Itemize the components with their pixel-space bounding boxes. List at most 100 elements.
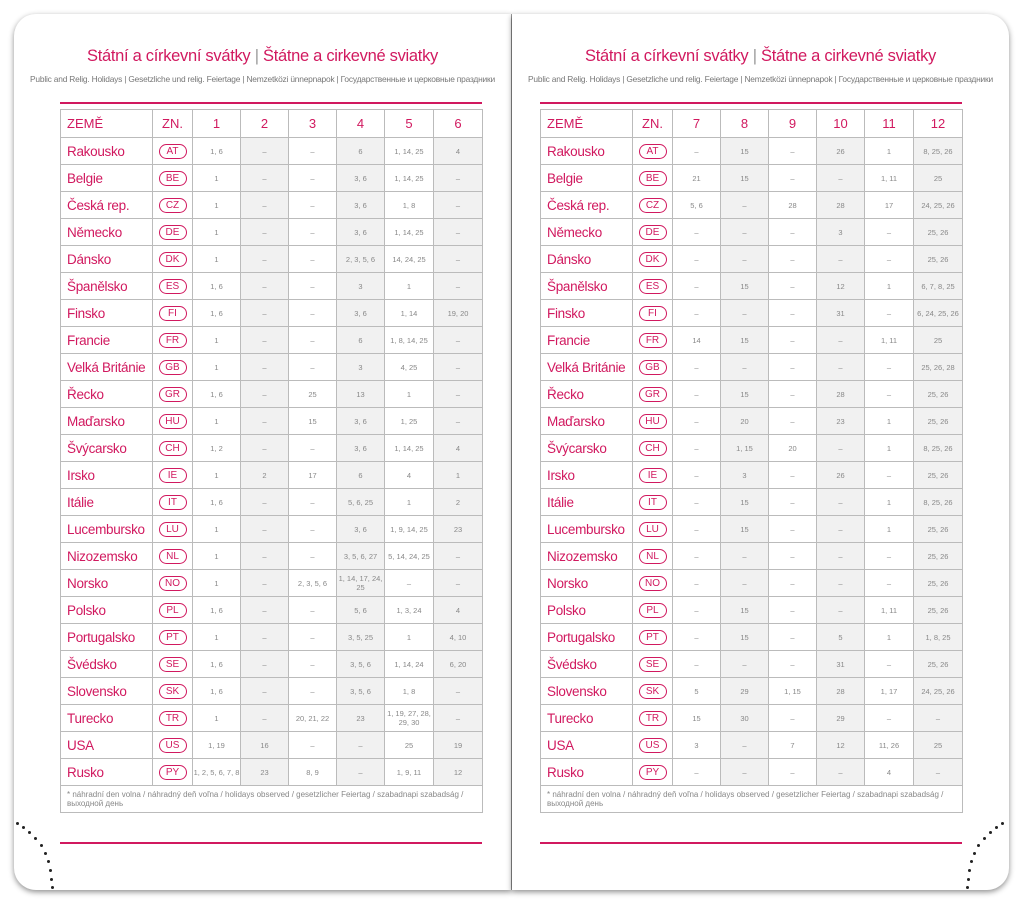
footnote-row: * náhradní den volna / náhradný deň voľn… [60, 785, 483, 813]
country-code-cell: FI [632, 299, 673, 327]
country-name: Rakousko [60, 137, 153, 165]
holiday-days-cell: 25, 26 [913, 515, 963, 543]
country-code-badge: FR [158, 332, 187, 348]
country-name: Francie [60, 326, 153, 354]
holiday-days-cell: – [672, 218, 721, 246]
country-code-badge: DE [158, 224, 187, 240]
holiday-days-cell: 1, 6 [192, 650, 241, 678]
holiday-days-cell: – [288, 218, 337, 246]
holiday-days-cell: – [768, 326, 817, 354]
country-code-badge: DE [638, 224, 667, 240]
country-name: Rusko [60, 758, 153, 786]
holiday-days-cell: 6, 7, 8, 25 [913, 272, 963, 300]
holiday-days-cell: – [672, 299, 721, 327]
header-month: 5 [384, 109, 434, 138]
country-code-cell: PL [632, 596, 673, 624]
holiday-days-cell: 3, 6 [336, 191, 385, 219]
country-name: Polsko [540, 596, 633, 624]
holiday-days-cell: – [288, 542, 337, 570]
header-country: ZEMĚ [540, 109, 633, 138]
holiday-days-cell: – [720, 191, 769, 219]
country-code-cell: SE [632, 650, 673, 678]
country-code-badge: FI [638, 305, 667, 321]
footer-divider [540, 842, 962, 844]
holiday-days-cell: – [288, 596, 337, 624]
holiday-days-cell: 4 [864, 758, 914, 786]
table-row: Lucembursko LU –15– –1 25, 26 [540, 515, 963, 543]
holiday-days-cell: 17 [864, 191, 914, 219]
table-row: Maďarsko HU –20–23 1 25, 26 [540, 407, 963, 435]
holiday-days-cell: – [288, 245, 337, 273]
holiday-days-cell: – [768, 164, 817, 192]
holiday-days-cell: 1, 14, 25 [384, 137, 434, 165]
dot [973, 852, 976, 855]
table-row: Slovensko SK 1, 6– –3, 5, 6 1, 8– [60, 677, 483, 705]
table-row: Švýcarsko CH –1, 15 20–1 8, 25, 26 [540, 434, 963, 462]
holiday-days-cell: – [240, 677, 289, 705]
holiday-days-cell: – [433, 218, 483, 246]
header-divider [60, 102, 482, 104]
table-row: Finsko FI – – –31–6, 24, 25, 26 [540, 299, 963, 327]
holiday-days-cell: – [768, 407, 817, 435]
holiday-days-cell: 6, 24, 25, 26 [913, 299, 963, 327]
country-code-cell: PT [152, 623, 193, 651]
holiday-days-cell: 3, 6 [336, 434, 385, 462]
holiday-days-cell: 1, 11 [864, 596, 914, 624]
country-code-cell: ES [152, 272, 193, 300]
holiday-days-cell: – [240, 299, 289, 327]
holiday-days-cell: – [288, 272, 337, 300]
holiday-days-cell: 4 [384, 461, 434, 489]
holiday-days-cell: 1 [384, 623, 434, 651]
holiday-days-cell: 1 [192, 191, 241, 219]
holiday-days-cell: – [816, 542, 865, 570]
holiday-days-cell: – [433, 704, 483, 732]
holiday-days-cell: – [240, 488, 289, 516]
country-code-badge: IT [638, 494, 667, 510]
holiday-days-cell: 13 [336, 380, 385, 408]
holiday-days-cell: – [768, 272, 817, 300]
holiday-days-cell: 8, 25, 26 [913, 434, 963, 462]
holiday-days-cell: – [240, 407, 289, 435]
holiday-days-cell: – [864, 299, 914, 327]
holiday-days-cell: 25, 26 [913, 596, 963, 624]
table-row: Nizozemsko NL – – – – –25, 26 [540, 542, 963, 570]
holiday-days-cell: 25, 26 [913, 407, 963, 435]
country-code-badge: GR [158, 386, 187, 402]
country-name: Francie [540, 326, 633, 354]
holiday-days-cell: 15 [720, 380, 769, 408]
country-name: Belgie [540, 164, 633, 192]
holiday-days-cell: 1 [384, 272, 434, 300]
holiday-days-cell: 1 [384, 488, 434, 516]
holiday-days-cell: 1, 14, 25 [384, 164, 434, 192]
holiday-days-cell: – [288, 434, 337, 462]
country-code-cell: FR [632, 326, 673, 354]
country-code-badge: SE [638, 656, 667, 672]
holiday-days-cell: – [672, 542, 721, 570]
country-name: Slovensko [540, 677, 633, 705]
holiday-days-cell: – [433, 380, 483, 408]
table-row: Portugalsko PT –15–5 1 1, 8, 25 [540, 623, 963, 651]
dot [49, 869, 52, 872]
country-code-badge: CZ [158, 197, 187, 213]
holiday-days-cell: – [433, 569, 483, 597]
holiday-days-cell: 6 [336, 461, 385, 489]
holiday-days-cell: 2 [240, 461, 289, 489]
table-row: Rakousko AT 1, 6– –6 1, 14, 25 4 [60, 137, 483, 165]
country-name: Dánsko [540, 245, 633, 273]
holiday-days-cell: 24, 25, 26 [913, 191, 963, 219]
country-code-cell: NL [152, 542, 193, 570]
holiday-days-cell: 15 [288, 407, 337, 435]
country-code-cell: PY [152, 758, 193, 786]
country-name: Belgie [60, 164, 153, 192]
country-code-badge: GR [638, 386, 667, 402]
holiday-days-cell: – [816, 434, 865, 462]
country-code-cell: SK [632, 677, 673, 705]
holiday-days-cell: 25, 26 [913, 218, 963, 246]
country-code-badge: CH [158, 440, 187, 456]
country-code-cell: IE [152, 461, 193, 489]
holiday-days-cell: 14 [672, 326, 721, 354]
holiday-days-cell: – [768, 623, 817, 651]
header-month: 4 [336, 109, 385, 138]
country-code-cell: GB [152, 353, 193, 381]
country-code-cell: HU [632, 407, 673, 435]
